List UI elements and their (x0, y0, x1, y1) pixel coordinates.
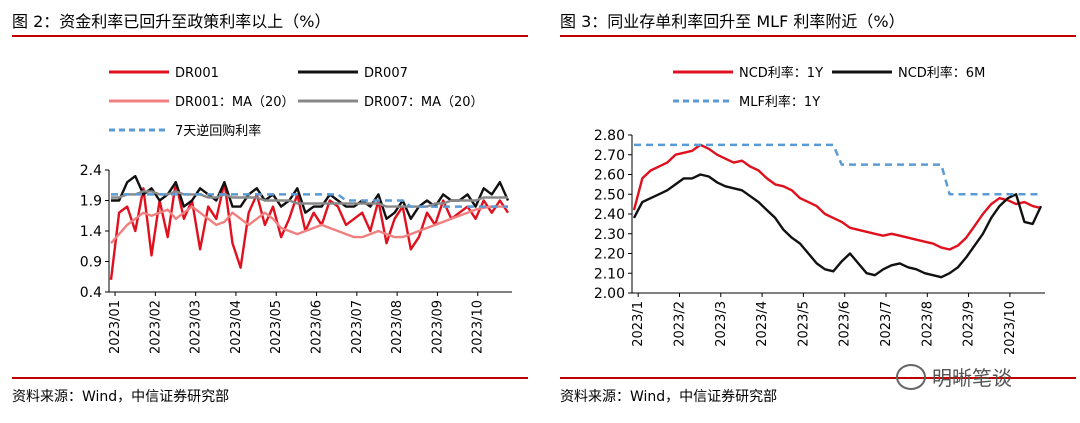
left-top-rule (12, 35, 528, 37)
y-tick-label: 2.10 (594, 266, 625, 282)
y-tick-label: 1.4 (80, 224, 102, 240)
y-tick-label: 2.30 (594, 227, 625, 243)
right-top-rule (560, 35, 1076, 37)
left-chart: DR001 DR007 DR001：MA（20） DR007：MA（20） 7天逆回购利… (80, 66, 512, 354)
right-bottom-rule (560, 377, 1076, 379)
legend-label: DR007 (364, 66, 408, 81)
series-line (109, 180, 509, 280)
legend-label: DR001：MA（20） (175, 95, 295, 110)
wechat-icon (896, 363, 926, 390)
x-tick-label: 2023/8 (920, 301, 935, 347)
right-figure-title: 图 3：同业存单利率回升至 MLF 利率附近（%） (560, 12, 905, 31)
right-source-note: 资料来源：Wind，中信证券研究部 (560, 389, 778, 405)
x-tick-label: 2023/9 (962, 301, 977, 347)
y-tick-label: 2.70 (594, 148, 625, 164)
x-tick-label: 2023/1 (631, 301, 646, 347)
series-line (111, 193, 508, 208)
series-line (632, 143, 1042, 251)
x-tick-label: 2023/10 (1003, 301, 1018, 355)
x-tick-label: 2023/04 (229, 300, 244, 354)
x-tick-label: 2023/09 (430, 300, 445, 354)
x-tick-label: 2023/07 (350, 300, 365, 354)
legend-label: NCD利率：6M (898, 65, 985, 81)
left-figure-title: 图 2：资金利率已回升至政策利率以上（%） (12, 12, 331, 31)
left-figure-panel: 图 2：资金利率已回升至政策利率以上（%） DR001 DR007 DR001：MA… (12, 0, 532, 423)
x-tick-label: 2023/03 (189, 300, 204, 354)
left-source-note: 资料来源：Wind，中信证券研究部 (12, 389, 230, 405)
x-tick-label: 2023/05 (269, 300, 284, 354)
legend-label: DR007：MA（20） (364, 95, 484, 110)
watermark: 明晰笔谈 (896, 362, 1012, 391)
right-figure-panel: 图 3：同业存单利率回升至 MLF 利率附近（%） NCD利率：1Y NCD利率：… (560, 0, 1080, 423)
x-tick-label: 2023/01 (108, 300, 123, 354)
x-tick-label: 2023/5 (796, 301, 811, 347)
y-tick-label: 2.50 (594, 187, 625, 203)
x-tick-label: 2023/06 (310, 300, 325, 354)
x-tick-label: 2023/02 (148, 300, 163, 354)
y-tick-label: 1.9 (80, 194, 102, 210)
y-tick-label: 2.4 (80, 163, 102, 179)
x-tick-label: 2023/4 (755, 301, 770, 347)
x-tick-label: 2023/2 (672, 301, 687, 347)
series-line (111, 190, 508, 208)
y-tick-label: 0.4 (80, 285, 102, 301)
y-tick-label: 2.20 (594, 247, 625, 263)
legend-label: MLF利率：1Y (739, 94, 820, 110)
series-line (634, 143, 1041, 196)
x-tick-label: 2023/7 (879, 301, 894, 347)
x-tick-label: 2023/3 (714, 301, 729, 347)
legend-label: DR001 (175, 66, 219, 81)
y-tick-label: 0.9 (80, 255, 102, 271)
legend-label: NCD利率：1Y (739, 65, 823, 81)
series-line (632, 173, 1043, 279)
watermark-text: 明晰笔谈 (932, 366, 1012, 390)
left-bottom-rule (12, 377, 528, 379)
x-tick-label: 2023/08 (390, 300, 405, 354)
y-tick-label: 2.40 (594, 207, 625, 223)
x-tick-label: 2023/10 (471, 300, 486, 354)
x-tick-label: 2023/6 (838, 301, 853, 347)
y-tick-label: 2.80 (594, 128, 625, 144)
y-tick-label: 2.60 (594, 168, 625, 184)
right-chart: NCD利率：1Y NCD利率：6M MLF利率：1Y 2.80 2.70 2.60 2.50… (594, 65, 1045, 355)
series-line (110, 205, 508, 244)
y-tick-label: 2.00 (594, 286, 625, 302)
legend-label: 7天逆回购利率 (175, 123, 261, 139)
series-line (111, 174, 510, 221)
